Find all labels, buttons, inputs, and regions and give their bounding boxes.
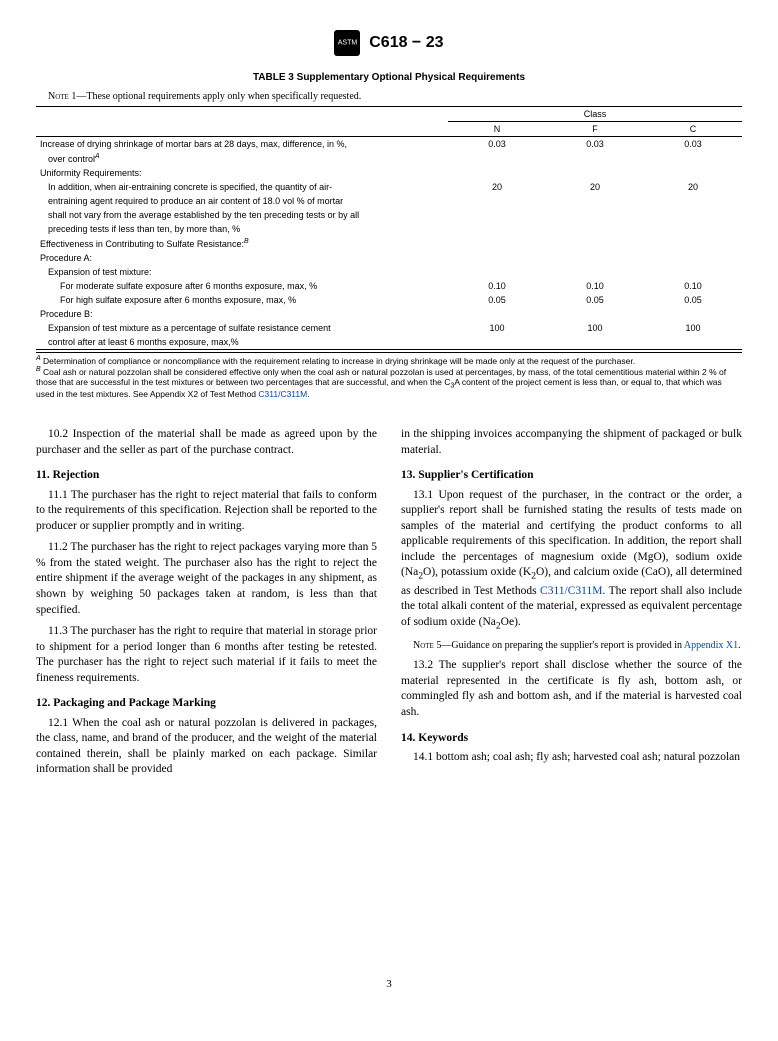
table-row: preceding tests if less than ten, by mor… [36,222,742,236]
page-number: 3 [36,978,742,990]
table-row: For moderate sulfate exposure after 6 mo… [36,279,742,293]
note: Note 5—Guidance on preparing the supplie… [401,639,742,653]
col-header: N [448,122,546,137]
note-text: —These optional requirements apply only … [76,91,361,102]
table-title: TABLE 3 Supplementary Optional Physical … [36,72,742,83]
table-row: Effectiveness in Contributing to Sulfate… [36,236,742,251]
table-row: entraining agent required to produce an … [36,194,742,208]
note-label: Note 1 [48,91,76,102]
paragraph: 13.1 Upon request of the purchaser, in t… [401,488,742,633]
astm-logo [334,30,360,56]
paragraph: 11.3 The purchaser has the right to requ… [36,624,377,686]
table-row: Expansion of test mixture: [36,265,742,279]
col-header: C [644,122,742,137]
section-heading: 12. Packaging and Package Marking [36,696,377,712]
footnote-a: A Determination of compliance or noncomp… [36,355,742,366]
table-row: Increase of drying shrinkage of mortar b… [36,137,742,152]
table-row: Expansion of test mixture as a percentag… [36,321,742,335]
reference-link[interactable]: C311/C311M [258,389,307,399]
paragraph: in the shipping invoices accompanying th… [401,427,742,458]
table-row: Procedure B: [36,307,742,321]
page-header: C618 − 23 [36,30,742,56]
class-header: Class [448,107,742,122]
reference-link[interactable]: Appendix X1 [684,640,738,651]
paragraph: 11.2 The purchaser has the right to reje… [36,540,377,618]
paragraph: 14.1 bottom ash; coal ash; fly ash; harv… [401,750,742,766]
table-note: Note 1—These optional requirements apply… [48,91,742,102]
paragraph: 11.1 The purchaser has the right to reje… [36,488,377,535]
paragraph: 10.2 Inspection of the material shall be… [36,427,377,458]
document-id: C618 − 23 [369,34,443,52]
requirements-table: Class N F C Increase of drying shrinkage… [36,106,742,350]
table-row: control after at least 6 months exposure… [36,335,742,350]
table-row: shall not vary from the average establis… [36,208,742,222]
table-row: In addition, when air-entraining concret… [36,180,742,194]
section-heading: 11. Rejection [36,468,377,484]
table-row: For high sulfate exposure after 6 months… [36,293,742,307]
table-footnotes: A Determination of compliance or noncomp… [36,352,742,399]
col-header: F [546,122,644,137]
table-row: over controlA [36,151,742,166]
reference-link[interactable]: C311/C311M [540,585,602,597]
section-heading: 14. Keywords [401,731,742,747]
paragraph: 12.1 When the coal ash or natural pozzol… [36,716,377,778]
footnote-b: B Coal ash or natural pozzolan shall be … [36,366,742,400]
table-row: Procedure A: [36,251,742,265]
section-heading: 13. Supplier's Certification [401,468,742,484]
table-row: Uniformity Requirements: [36,166,742,180]
body-columns: 10.2 Inspection of the material shall be… [36,427,742,777]
paragraph: 13.2 The supplier's report shall disclos… [401,658,742,720]
